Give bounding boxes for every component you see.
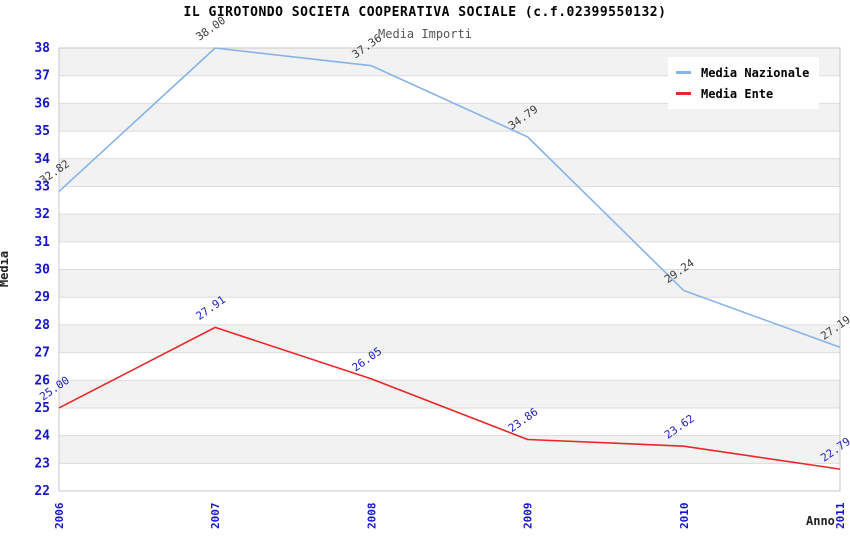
grid-band: [59, 214, 840, 242]
legend-label-media-nazionale: Media Nazionale: [701, 65, 810, 80]
y-tick-label: 32: [34, 207, 50, 222]
x-tick-label: 2006: [53, 502, 66, 529]
y-tick-label: 28: [34, 318, 50, 333]
y-tick-label: 35: [34, 124, 50, 139]
legend-label-media-ente: Media Ente: [701, 86, 774, 101]
y-tick-label: 23: [34, 456, 50, 471]
grid-band: [59, 435, 840, 464]
y-tick-label: 22: [34, 484, 50, 499]
y-tick-label: 34: [34, 152, 50, 167]
x-tick-label: 2008: [365, 503, 378, 530]
legend: Media Nazionale Media Ente: [668, 57, 820, 109]
grid-band: [59, 131, 840, 159]
legend-item-media-ente: Media Ente: [676, 83, 809, 104]
y-tick-label: 36: [34, 96, 50, 111]
y-tick-label: 33: [34, 179, 50, 194]
x-tick-label: 2007: [209, 503, 222, 530]
y-tick-label: 24: [34, 429, 50, 444]
y-tick-label: 37: [34, 69, 50, 84]
point-label-media-nazionale: 38.00: [193, 14, 228, 44]
grid-band: [59, 297, 840, 325]
y-tick-label: 26: [34, 373, 50, 388]
y-tick-label: 31: [34, 235, 50, 250]
legend-marker-media-ente: [676, 92, 691, 95]
grid-band: [59, 158, 840, 187]
grid-band: [59, 186, 840, 215]
grid-band: [59, 269, 840, 298]
y-tick-label: 30: [34, 263, 50, 278]
legend-item-media-nazionale: Media Nazionale: [676, 62, 809, 83]
y-tick-label: 29: [34, 290, 50, 305]
x-tick-label: 2010: [678, 503, 691, 530]
y-tick-label: 25: [34, 401, 50, 416]
grid-band: [59, 380, 840, 408]
y-tick-label: 27: [34, 346, 50, 361]
plot-border: [58, 47, 841, 492]
x-tick-label: 2011: [834, 502, 847, 529]
legend-marker-media-nazionale: [676, 71, 691, 74]
grid-band: [59, 352, 840, 381]
series-line-media-ente: [58, 326, 841, 470]
grid-band: [59, 241, 840, 270]
series-line-media-nazionale: [58, 47, 841, 349]
x-axis-label: Anno: [806, 514, 835, 528]
grid-band: [59, 463, 840, 491]
chart-subtitle: Media Importi: [378, 27, 472, 41]
y-tick-label: 38: [34, 41, 50, 56]
grid-band: [59, 324, 840, 353]
grid-band: [59, 407, 840, 436]
chart-title: IL GIROTONDO SOCIETA COOPERATIVA SOCIALE…: [183, 5, 667, 20]
x-tick-label: 2009: [522, 503, 535, 530]
